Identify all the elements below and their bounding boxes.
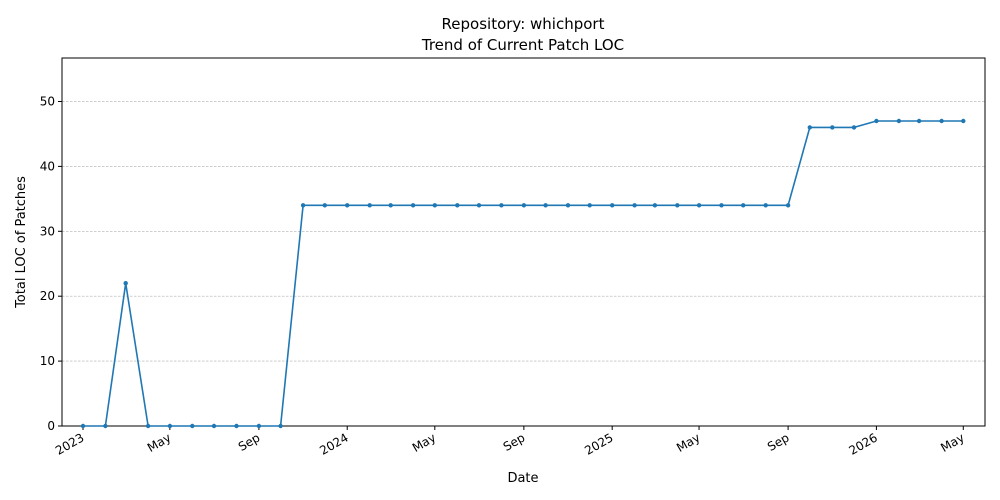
y-tick-label: 30: [40, 224, 55, 238]
data-point: [499, 203, 504, 208]
data-point: [565, 203, 571, 208]
data-point: [543, 203, 548, 208]
data-point: [278, 423, 283, 429]
x-tick-label: May: [145, 430, 173, 455]
data-point: [476, 203, 482, 208]
data-point: [896, 118, 902, 124]
data-point: [696, 203, 702, 208]
data-point: [410, 203, 416, 208]
y-tick-label: 10: [40, 354, 55, 368]
data-point: [145, 423, 151, 429]
data-point: [939, 118, 944, 124]
gridlines: [62, 101, 985, 362]
data-point: [807, 125, 812, 130]
data-point: [741, 203, 746, 208]
data-point: [632, 203, 637, 208]
data-point: [785, 203, 791, 208]
x-tick-label: 2024: [317, 430, 350, 457]
data-point: [234, 423, 239, 429]
data-point: [256, 423, 262, 429]
data-point: [211, 423, 217, 429]
data-point: [455, 203, 460, 208]
data-point: [123, 281, 128, 286]
data-point: [103, 423, 108, 429]
plot-frame: [61, 57, 986, 427]
x-tick-label: 2023: [53, 430, 86, 457]
x-tick-label: Sep: [765, 430, 792, 453]
data-point: [916, 118, 922, 124]
data-point: [961, 118, 966, 124]
data-point: [521, 203, 527, 208]
data-point: [345, 203, 350, 208]
chart-title: Repository: whichport: [442, 15, 605, 33]
x-tick-label: 2025: [582, 430, 615, 457]
data-point: [652, 203, 658, 208]
data-point: [80, 423, 86, 429]
data-point: [830, 125, 835, 130]
data-points: [80, 118, 966, 429]
data-point: [763, 203, 768, 208]
data-point: [851, 125, 857, 130]
y-tick-label: 50: [40, 94, 55, 108]
data-point: [322, 203, 327, 208]
data-point: [610, 203, 615, 208]
y-tick-label: 20: [40, 289, 55, 303]
data-point: [167, 423, 173, 429]
data-point: [190, 423, 195, 429]
data-point: [675, 203, 680, 208]
data-point: [874, 118, 879, 124]
data-point: [587, 203, 592, 208]
x-tick-label: May: [938, 430, 966, 455]
y-axis-label: Total LOC of Patches: [14, 176, 29, 309]
data-point: [719, 203, 724, 208]
data-point: [367, 203, 372, 208]
data-point: [300, 203, 306, 208]
data-point: [432, 203, 437, 208]
x-tick-label: 2026: [846, 430, 879, 457]
data-point: [388, 203, 393, 208]
y-tick-label: 40: [40, 159, 55, 173]
x-axis-label: Date: [507, 471, 538, 486]
chart-subtitle: Trend of Current Patch LOC: [421, 36, 624, 54]
x-tick-label: May: [674, 430, 702, 455]
x-tick-label: Sep: [236, 430, 263, 453]
series-line: [83, 120, 964, 427]
y-tick-label: 0: [47, 419, 55, 433]
y-axis-ticks: 0 10 20 30 40 50: [40, 94, 62, 433]
x-axis-ticks: 2023 May Sep 2024 May Sep 2025 May Sep 2026 May: [53, 426, 967, 458]
x-tick-label: May: [410, 430, 438, 455]
x-tick-label: Sep: [501, 430, 528, 453]
